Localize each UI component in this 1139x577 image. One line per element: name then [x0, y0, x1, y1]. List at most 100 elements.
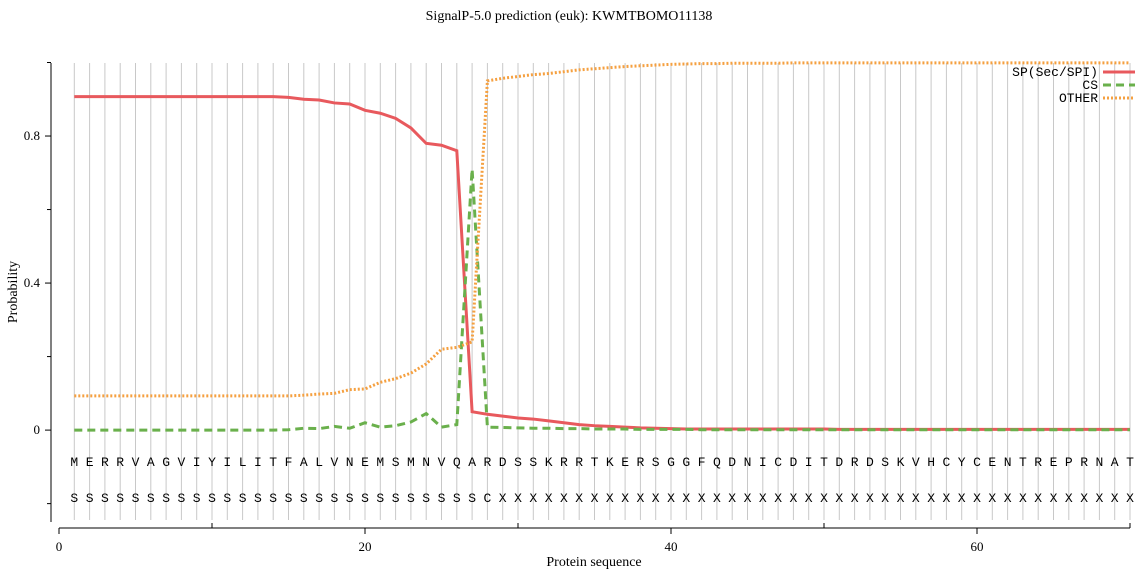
residue: C [942, 455, 950, 470]
residue: M [70, 455, 78, 470]
residue-label: S [376, 491, 384, 506]
residue-label: X [636, 491, 644, 506]
residue-label: S [361, 491, 369, 506]
residue: V [912, 455, 920, 470]
residue-label: X [1126, 491, 1134, 506]
residue: I [254, 455, 262, 470]
residue-label: X [1111, 491, 1119, 506]
x-tick-label: 60 [971, 539, 984, 554]
residue: I [193, 455, 201, 470]
residue-label: X [988, 491, 996, 506]
residue-label: S [330, 491, 338, 506]
y-axis-title: Probability [6, 261, 21, 323]
residue-label: X [621, 491, 629, 506]
residue: R [636, 455, 644, 470]
residue-label: X [912, 491, 920, 506]
residue: C [774, 455, 782, 470]
residue: T [591, 455, 599, 470]
residue: Q [453, 455, 461, 470]
residue-label: X [835, 491, 843, 506]
residue: F [698, 455, 706, 470]
residue: M [407, 455, 415, 470]
residue-label: X [866, 491, 874, 506]
chart-title: SignalP-5.0 prediction (euk): KWMTBOMO11… [426, 9, 713, 24]
residue-label: X [927, 491, 935, 506]
residue: D [499, 455, 507, 470]
residue-label: X [942, 491, 950, 506]
x-tick-label: 40 [665, 539, 678, 554]
series-line [74, 169, 1130, 432]
residue-label: S [208, 491, 216, 506]
residue-label: X [728, 491, 736, 506]
residue: K [545, 455, 553, 470]
residue-label: X [851, 491, 859, 506]
residue: R [851, 455, 859, 470]
y-tick-label: 0 [34, 422, 41, 437]
residue-label: X [820, 491, 828, 506]
residue-label: S [147, 491, 155, 506]
residue: S [392, 455, 400, 470]
residue-label: X [759, 491, 767, 506]
residue-label: X [1019, 491, 1027, 506]
series-line [74, 95, 1130, 431]
residue-label: X [1004, 491, 1012, 506]
residue: Y [208, 455, 216, 470]
residue-label: X [575, 491, 583, 506]
residue-label: X [1065, 491, 1073, 506]
residue-label: X [529, 491, 537, 506]
residue-label: S [116, 491, 124, 506]
residue-label: X [774, 491, 782, 506]
residue-label: S [177, 491, 185, 506]
residue-label: S [285, 491, 293, 506]
residue: I [805, 455, 813, 470]
legend-label: SP(Sec/SPI) [1012, 65, 1098, 80]
residue: D [835, 455, 843, 470]
residue-label: S [453, 491, 461, 506]
residue: A [147, 455, 155, 470]
residue-label: S [422, 491, 430, 506]
residue: E [988, 455, 996, 470]
residue-label: S [239, 491, 247, 506]
residue: Q [713, 455, 721, 470]
residue: Y [958, 455, 966, 470]
residue: A [468, 455, 476, 470]
residue: E [86, 455, 94, 470]
residue-label: S [315, 491, 323, 506]
residue-label: X [897, 491, 905, 506]
residue: V [438, 455, 446, 470]
residue: C [973, 455, 981, 470]
y-tick-label: 0.8 [24, 128, 40, 143]
residue-label: X [606, 491, 614, 506]
residue: N [422, 455, 430, 470]
residue: V [132, 455, 140, 470]
residue-label: X [514, 491, 522, 506]
residue-label: S [70, 491, 78, 506]
residue-label: X [881, 491, 889, 506]
residue: F [285, 455, 293, 470]
residue-label: X [591, 491, 599, 506]
residue: R [1034, 455, 1042, 470]
residue-label: X [698, 491, 706, 506]
residue: S [652, 455, 660, 470]
x-tick-label: 20 [359, 539, 372, 554]
residue-label: S [162, 491, 170, 506]
residue: E [621, 455, 629, 470]
residue-label: S [346, 491, 354, 506]
residue-label: S [392, 491, 400, 506]
residue: R [116, 455, 124, 470]
residue-label: S [269, 491, 277, 506]
residue: G [682, 455, 690, 470]
residue: S [881, 455, 889, 470]
y-tick-label: 0.4 [24, 275, 41, 290]
residue-label: X [713, 491, 721, 506]
residue-label: X [1034, 491, 1042, 506]
residue-label: X [789, 491, 797, 506]
residue: L [315, 455, 323, 470]
residue-label: X [1080, 491, 1088, 506]
residue: A [300, 455, 308, 470]
residue: T [1019, 455, 1027, 470]
x-tick-label: 0 [56, 539, 63, 554]
residue-label: S [254, 491, 262, 506]
residue-label: X [682, 491, 690, 506]
residue: D [789, 455, 797, 470]
